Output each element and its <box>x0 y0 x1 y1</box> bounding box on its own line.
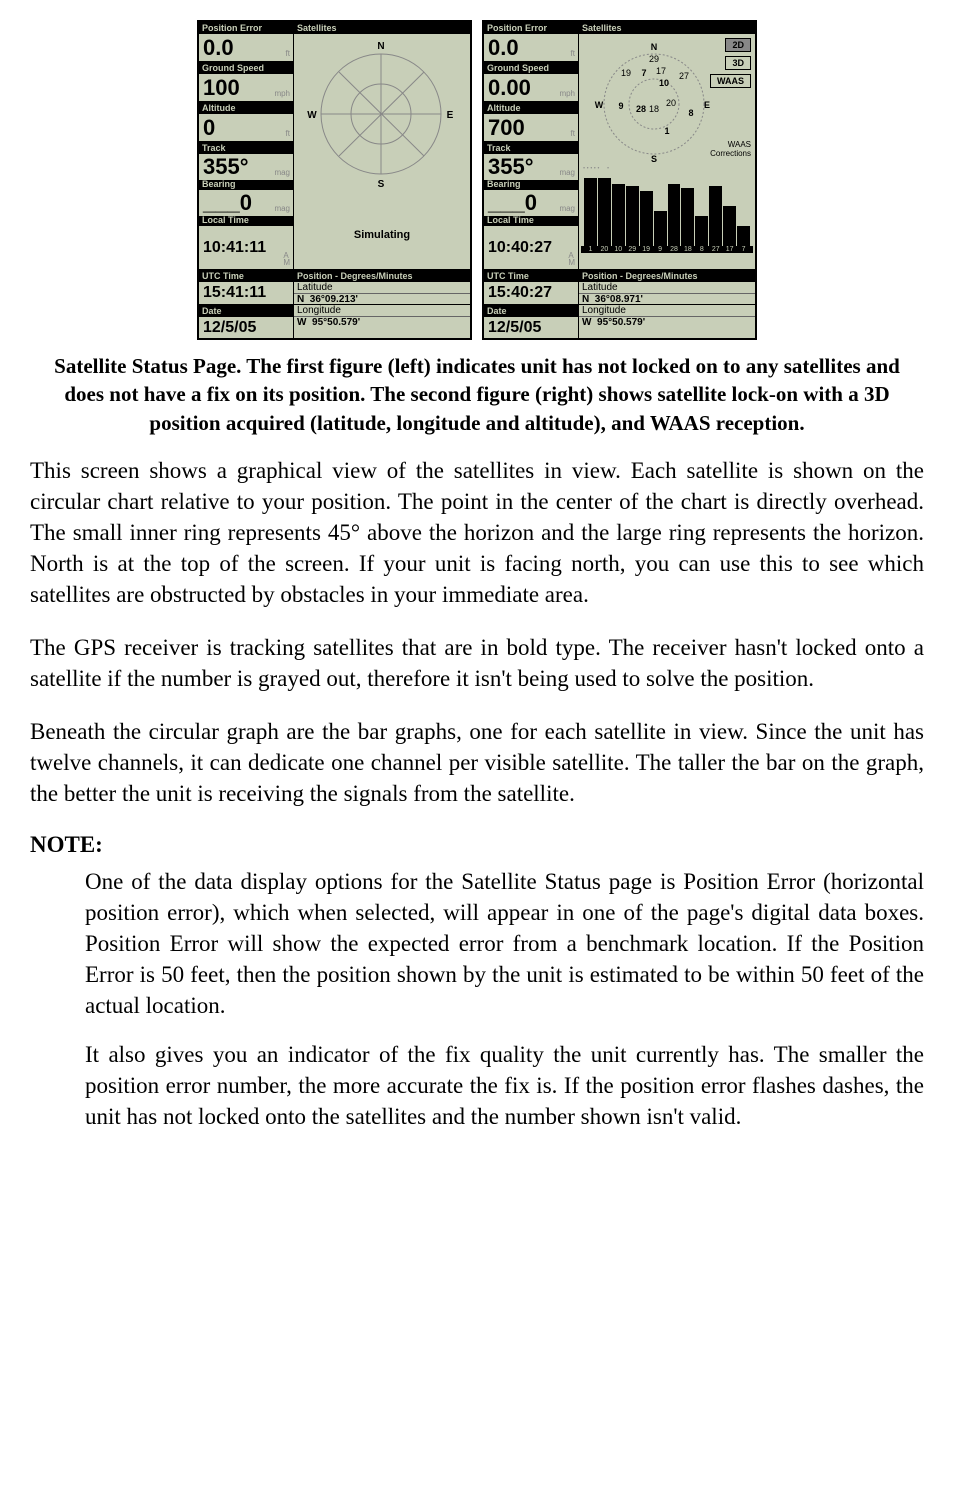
badge-3d: 3D <box>725 56 751 70</box>
satellites-label: Satellites <box>294 22 470 34</box>
svg-text:S: S <box>378 179 385 190</box>
note-paragraph-2: It also gives you an indicator of the fi… <box>85 1039 924 1132</box>
svg-text:N: N <box>377 41 384 52</box>
svg-text:17: 17 <box>656 66 666 76</box>
track-label: Track <box>199 142 293 154</box>
svg-text:8: 8 <box>688 108 693 118</box>
svg-text:W: W <box>307 110 317 121</box>
latitude-value: 36°09.213' <box>310 294 358 305</box>
svg-text:E: E <box>704 100 710 110</box>
svg-text:7: 7 <box>641 68 646 78</box>
pos-error-value: 0.0 <box>203 35 234 61</box>
svg-text:S: S <box>651 154 657 164</box>
local-time-value: 10:41:11 <box>203 239 266 257</box>
longitude-label: Longitude <box>294 305 470 316</box>
badge-2d: 2D <box>725 38 751 52</box>
ground-speed-value: 100 <box>203 75 240 101</box>
badge-waas: WAAS <box>710 74 751 88</box>
svg-text:9: 9 <box>618 101 623 111</box>
date-label: Date <box>199 305 293 317</box>
svg-text:1: 1 <box>664 126 669 136</box>
ground-speed-label: Ground Speed <box>199 62 293 74</box>
date-value: 12/5/05 <box>203 319 256 337</box>
utc-time-label: UTC Time <box>199 270 293 282</box>
svg-text:10: 10 <box>659 78 669 88</box>
svg-text:20: 20 <box>666 98 676 108</box>
svg-text:E: E <box>447 110 454 121</box>
svg-text:28: 28 <box>636 104 646 114</box>
pos-error-label: Position Error <box>199 22 293 34</box>
signal-bars: 12010291992818827177 <box>579 174 755 264</box>
simulating-label: Simulating <box>294 229 470 241</box>
skyplot-right: N S W E 29 19 7 17 10 27 9 <box>579 34 755 164</box>
position-header: Position - Degrees/Minutes <box>294 270 470 282</box>
signal-dots: • • • • • • <box>579 164 755 174</box>
altitude-label: Altitude <box>199 102 293 114</box>
figure-caption: Satellite Status Page. The first figure … <box>37 352 917 437</box>
waas-corrections-label: WAASCorrections <box>710 140 751 158</box>
svg-text:19: 19 <box>621 68 631 78</box>
note-heading: NOTE: <box>30 832 924 858</box>
skyplot-left: N S W E <box>294 34 470 194</box>
svg-text:18: 18 <box>649 104 659 114</box>
bearing-value: ___0 <box>203 190 252 216</box>
figures-container: Position Error 0.0ft Ground Speed 100mph… <box>30 20 924 340</box>
utc-time-value: 15:41:11 <box>203 284 266 302</box>
paragraph-2: The GPS receiver is tracking satellites … <box>30 632 924 694</box>
svg-text:W: W <box>595 100 604 110</box>
latitude-label: Latitude <box>294 282 470 293</box>
paragraph-1: This screen shows a graphical view of th… <box>30 455 924 610</box>
altitude-value: 0 <box>203 115 215 141</box>
longitude-value: 95°50.579' <box>312 317 360 328</box>
track-value: 355° <box>203 154 249 180</box>
gps-screen-right: Position Error 0.0ft Ground Speed 0.00mp… <box>482 20 757 340</box>
paragraph-3: Beneath the circular graph are the bar g… <box>30 716 924 809</box>
svg-text:29: 29 <box>649 54 659 64</box>
svg-text:27: 27 <box>679 71 689 81</box>
svg-text:N: N <box>651 42 658 52</box>
gps-screen-left: Position Error 0.0ft Ground Speed 100mph… <box>197 20 472 340</box>
note-paragraph-1: One of the data display options for the … <box>85 866 924 1021</box>
